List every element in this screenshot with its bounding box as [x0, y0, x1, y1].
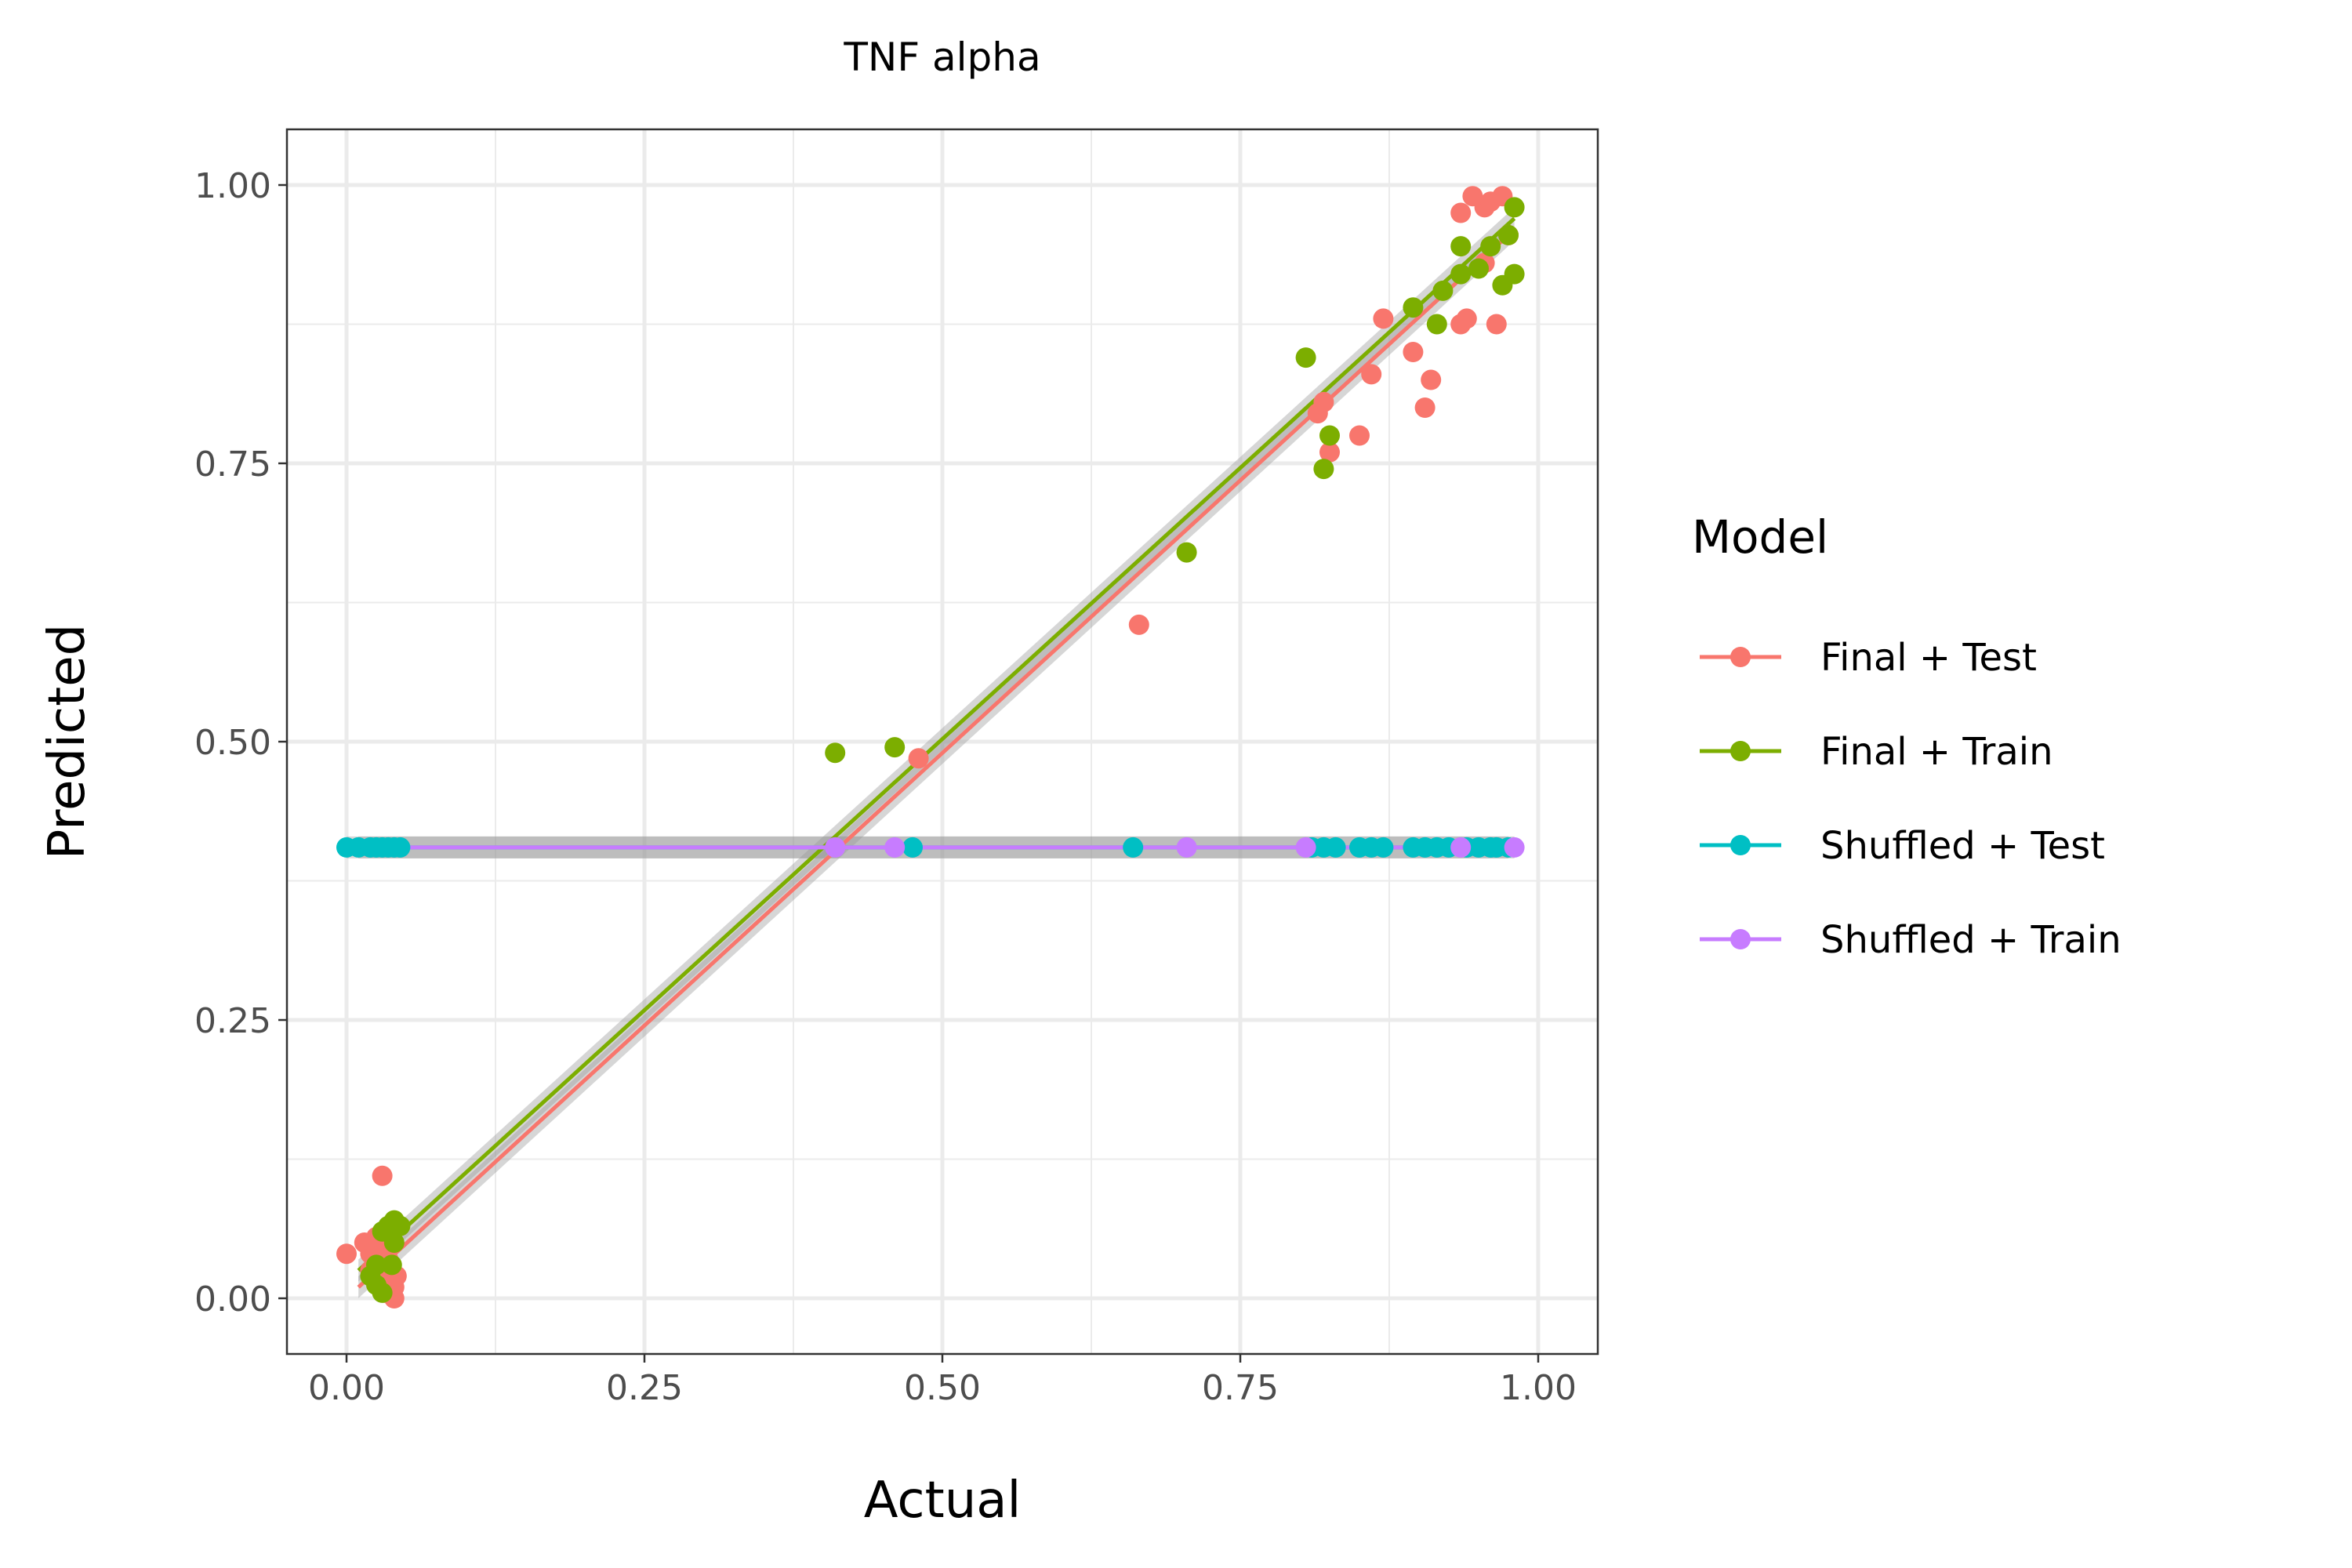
point-final-train-12 — [1176, 542, 1197, 563]
legend-key-point-final-train — [1730, 741, 1751, 761]
legend-key-point-shuffled-train — [1730, 929, 1751, 949]
y-tick-label-3: 0.75 — [194, 445, 271, 485]
point-shuffled-train-4 — [1450, 837, 1472, 858]
y-tick-label-0: 0.00 — [194, 1279, 271, 1319]
y-tick-label-4: 1.00 — [194, 166, 271, 206]
point-final-train-20 — [1450, 263, 1472, 285]
point-shuffled-train-0 — [825, 837, 846, 858]
x-tick-label-3: 0.75 — [1202, 1368, 1279, 1408]
point-final-train-21 — [1468, 258, 1489, 279]
point-final-test-25 — [1421, 369, 1442, 390]
legend-item-final-train: Final + Train — [1700, 730, 2053, 774]
point-final-test-21 — [1361, 364, 1382, 385]
point-shuffled-test-9 — [1123, 837, 1144, 858]
legend-key-point-shuffled-test — [1730, 835, 1751, 855]
point-shuffled-train-1 — [884, 837, 906, 858]
x-axis-ticks: 0.00 0.25 0.50 0.75 1.00 — [308, 1354, 1577, 1408]
point-final-test-32 — [1486, 314, 1507, 335]
point-final-test-22 — [1373, 308, 1394, 329]
point-final-train-14 — [1313, 459, 1334, 480]
point-final-train-24 — [1504, 197, 1525, 218]
legend-label-shuffled-train: Shuffled + Train — [1820, 918, 2122, 962]
point-final-train-15 — [1319, 425, 1340, 446]
legend-label-shuffled-test: Shuffled + Test — [1820, 824, 2105, 868]
legend-item-final-test: Final + Test — [1700, 636, 2037, 680]
point-final-train-16 — [1403, 297, 1424, 318]
x-tick-label-2: 0.50 — [904, 1368, 981, 1408]
point-shuffled-train-5 — [1504, 837, 1525, 858]
y-axis-ticks: 0.00 0.25 0.50 0.75 1.00 — [194, 166, 287, 1319]
legend: Model Final + Test Final + Train Shuffled … — [1692, 510, 2122, 962]
y-tick-label-1: 0.25 — [194, 1001, 271, 1041]
point-final-train-8 — [366, 1274, 387, 1295]
x-tick-label-0: 0.00 — [308, 1368, 385, 1408]
point-final-train-11 — [884, 737, 906, 758]
point-shuffled-train-3 — [1295, 837, 1316, 858]
point-final-test-23 — [1403, 342, 1424, 362]
point-final-train-26 — [1498, 224, 1519, 245]
point-shuffled-test-15 — [1373, 837, 1394, 858]
legend-item-shuffled-train: Shuffled + Train — [1700, 918, 2122, 962]
point-final-train-1 — [366, 1254, 387, 1276]
y-axis-title: Predicted — [38, 624, 96, 859]
point-shuffled-test-12 — [1325, 837, 1346, 858]
point-final-train-25 — [1504, 263, 1525, 285]
point-final-train-22 — [1480, 236, 1501, 257]
point-shuffled-test-7 — [390, 837, 411, 858]
x-tick-label-4: 1.00 — [1500, 1368, 1577, 1408]
legend-item-shuffled-test: Shuffled + Test — [1700, 824, 2105, 868]
point-final-train-7 — [390, 1215, 411, 1236]
legend-title: Model — [1692, 510, 1828, 564]
legend-label-final-test: Final + Test — [1820, 636, 2037, 680]
point-final-test-28 — [1456, 308, 1477, 329]
point-final-test-15 — [908, 748, 929, 769]
chart-title: TNF alpha — [843, 34, 1040, 80]
point-final-test-16 — [1128, 614, 1149, 635]
point-final-train-18 — [1432, 280, 1454, 301]
x-tick-label-1: 0.25 — [606, 1368, 683, 1408]
point-final-test-26 — [1450, 202, 1472, 223]
point-final-train-17 — [1426, 314, 1447, 335]
legend-key-point-final-test — [1730, 647, 1751, 667]
point-shuffled-test-8 — [902, 837, 923, 858]
point-final-test-24 — [1414, 397, 1436, 418]
x-axis-title: Actual — [864, 1472, 1022, 1530]
point-final-test-19 — [1319, 441, 1340, 463]
point-final-test-18 — [1313, 391, 1334, 412]
point-final-train-9 — [381, 1254, 402, 1276]
point-final-train-19 — [1450, 236, 1472, 257]
point-final-train-13 — [1295, 347, 1316, 368]
point-final-train-10 — [825, 742, 846, 764]
point-final-test-0 — [336, 1243, 357, 1265]
point-final-train-6 — [383, 1232, 405, 1253]
y-tick-label-2: 0.50 — [194, 723, 271, 763]
legend-items: Final + Test Final + Train Shuffled + Test… — [1700, 636, 2122, 962]
point-final-test-5 — [372, 1165, 393, 1186]
data-points — [336, 186, 1525, 1308]
point-shuffled-train-2 — [1176, 837, 1197, 858]
legend-label-final-train: Final + Train — [1820, 730, 2053, 774]
point-final-test-20 — [1349, 425, 1370, 446]
